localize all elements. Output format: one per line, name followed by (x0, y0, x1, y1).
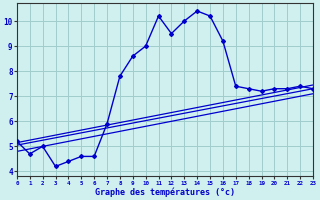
X-axis label: Graphe des températures (°c): Graphe des températures (°c) (95, 187, 235, 197)
